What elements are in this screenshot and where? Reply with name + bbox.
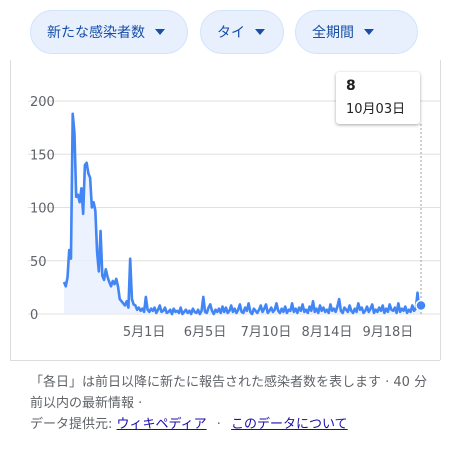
tooltip-value: 8	[346, 78, 356, 94]
tooltip-date: 10月03日	[346, 102, 406, 117]
region-filter-chip[interactable]: タイ	[200, 10, 284, 54]
caret-down-icon	[364, 29, 374, 35]
region-filter-label: タイ	[217, 25, 245, 41]
cases-chart[interactable]: 0 50 100 150 200 5月1日 6月5日 7月10日 8月14日 9月18日	[0, 60, 450, 360]
period-filter-label: 全期間	[312, 25, 354, 41]
chart-tooltip: 8 10月03日	[336, 72, 420, 124]
y-tick-label: 100	[30, 202, 55, 217]
source-link[interactable]: ウィキペディア	[116, 417, 207, 432]
card-left-border	[10, 60, 11, 360]
x-tick-label: 9月18日	[362, 325, 413, 340]
footer-note: 「各日」は前日以降に新たに報告された感染者数を表します · 40 分前以内の最新…	[30, 375, 428, 411]
x-tick-label: 8月14日	[302, 325, 353, 340]
y-tick-label: 200	[30, 95, 55, 110]
source-label: データ提供元:	[30, 417, 113, 432]
series-line	[62, 112, 423, 316]
chart-footer: 「各日」は前日以降に新たに報告された感染者数を表します · 40 分前以内の最新…	[30, 372, 440, 435]
period-filter-chip[interactable]: 全期間	[295, 10, 418, 54]
caret-down-icon	[155, 29, 165, 35]
x-tick-label: 7月10日	[241, 325, 292, 340]
footer-divider	[10, 360, 440, 361]
x-tick-label: 5月1日	[123, 325, 166, 340]
caret-down-icon	[255, 29, 265, 35]
chart-canvas[interactable]: 0 50 100 150 200 5月1日 6月5日 7月10日 8月14日 9月18日	[0, 60, 450, 360]
filter-bar: 新たな感染者数 タイ 全期間	[30, 10, 450, 56]
card-right-border	[440, 60, 441, 360]
footer-separator: ·	[216, 417, 221, 432]
metric-filter-label: 新たな感染者数	[47, 25, 145, 41]
metric-filter-chip[interactable]: 新たな感染者数	[30, 10, 188, 54]
about-data-link[interactable]: このデータについて	[231, 417, 348, 432]
y-tick-label: 0	[30, 308, 38, 323]
x-tick-label: 6月5日	[184, 325, 227, 340]
series-area	[64, 113, 421, 314]
y-tick-label: 50	[30, 255, 47, 270]
selected-point-marker	[415, 299, 427, 312]
y-tick-label: 150	[30, 148, 55, 163]
